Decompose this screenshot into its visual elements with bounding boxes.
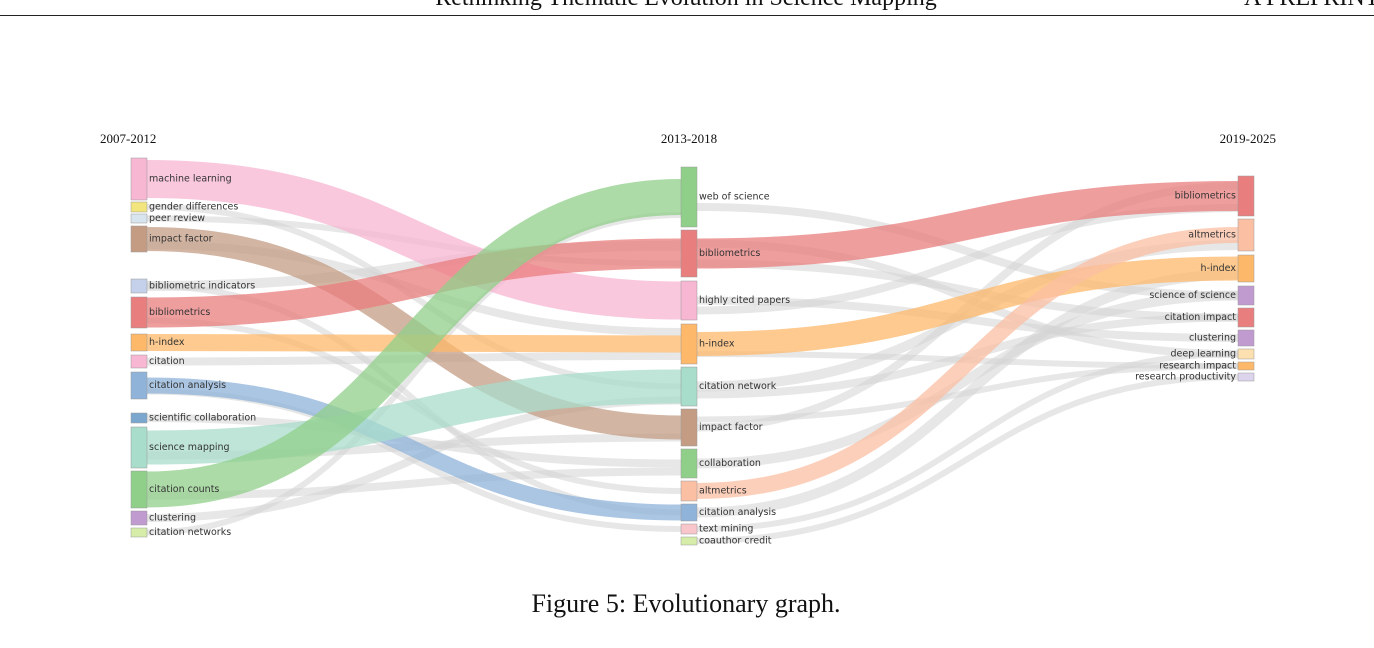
node-label: web of science [699, 192, 770, 203]
node-label: h-index [149, 337, 185, 348]
node [130, 333, 148, 352]
node-label: science mapping [149, 442, 230, 453]
node [1237, 254, 1255, 283]
node [130, 470, 148, 509]
node [680, 523, 698, 535]
node-label: clustering [149, 513, 196, 524]
node [1237, 372, 1255, 382]
node-label: h-index [1201, 263, 1237, 274]
flow [696, 363, 1239, 423]
flow [696, 351, 1239, 532]
node [130, 371, 148, 400]
flow [696, 256, 1239, 356]
node-label: peer review [149, 213, 205, 224]
node-label: collaboration [699, 458, 761, 469]
node-label: impact factor [699, 422, 763, 433]
node-label: research productivity [1135, 372, 1236, 383]
node [130, 157, 148, 201]
node [680, 480, 698, 502]
figure-caption: Figure 5: Evolutionary graph. [531, 589, 840, 618]
node-label: coauthor credit [699, 536, 772, 547]
node [130, 296, 148, 329]
node [130, 278, 148, 294]
node [680, 503, 698, 522]
node [680, 536, 698, 546]
node-label: machine learning [149, 174, 232, 185]
node-label: citation [149, 356, 185, 367]
flow [696, 181, 1239, 269]
node-label: text mining [699, 524, 753, 535]
node-label: citation network [699, 381, 777, 392]
node [680, 366, 698, 407]
node-label: bibliometrics [149, 307, 210, 318]
node [130, 510, 148, 526]
node [1237, 285, 1255, 306]
node [130, 527, 148, 538]
node-label: science of science [1149, 290, 1236, 301]
flow [696, 259, 1239, 322]
node [130, 412, 148, 424]
node-label: altmetrics [699, 486, 747, 497]
flow [696, 227, 1239, 499]
flows [146, 160, 1239, 544]
node-label: citation counts [149, 484, 219, 495]
flow [146, 238, 682, 328]
node [680, 323, 698, 365]
period-label: 2007-2012 [100, 131, 156, 146]
node [1237, 329, 1255, 347]
node-label: impact factor [149, 234, 213, 245]
node-label: clustering [1189, 333, 1236, 344]
node [1237, 361, 1255, 371]
node-label: bibliometrics [699, 248, 760, 259]
node-label: altmetrics [1188, 230, 1236, 241]
node [130, 426, 148, 469]
node [1237, 307, 1255, 328]
node-label: bibliometric indicators [149, 281, 255, 292]
node [130, 201, 148, 213]
flow [146, 467, 682, 500]
node [1237, 218, 1255, 252]
running-title: Rethinking Thematic Evolution in Science… [435, 0, 936, 11]
flow [146, 369, 682, 465]
flow [696, 374, 1239, 544]
node [130, 213, 148, 224]
node-label: citation impact [1165, 312, 1237, 323]
node-label: highly cited papers [699, 295, 790, 306]
node [130, 354, 148, 369]
node [1237, 175, 1255, 217]
node-label: h-index [699, 339, 735, 350]
node-label: bibliometrics [1175, 191, 1236, 202]
flow [146, 212, 682, 536]
node-label: citation analysis [149, 380, 226, 391]
node-label: gender differences [149, 202, 238, 213]
node [1237, 348, 1255, 360]
node-label: citation networks [149, 527, 231, 538]
flow [146, 377, 682, 521]
node [680, 408, 698, 447]
node [680, 280, 698, 321]
node [130, 225, 148, 253]
node-label: scientific collaboration [149, 413, 256, 424]
node [680, 448, 698, 479]
node-label: deep learning [1170, 349, 1236, 360]
node-label: citation analysis [699, 507, 776, 518]
flow [146, 160, 682, 320]
period-label: 2013-2018 [661, 131, 717, 146]
node [680, 166, 698, 228]
running-head: A PREPRINT [1244, 0, 1374, 11]
period-label: 2019-2025 [1220, 131, 1276, 146]
flow [146, 179, 682, 508]
node-label: research impact [1159, 361, 1236, 372]
node [680, 229, 698, 278]
flow [696, 290, 1239, 469]
